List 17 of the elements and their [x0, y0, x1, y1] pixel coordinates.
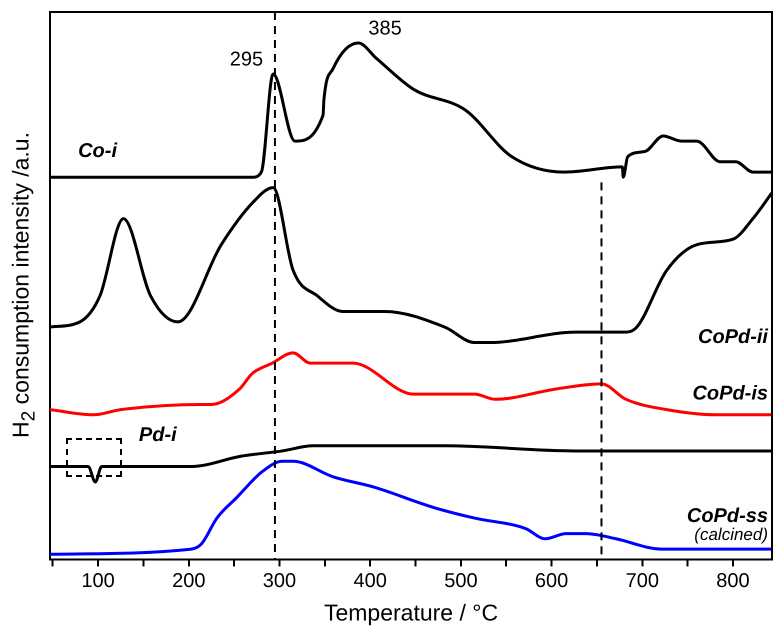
annotation: 385 — [368, 18, 402, 40]
series-label: CoPd-is — [692, 382, 768, 405]
text: CoPd-ii — [698, 326, 768, 348]
x-tick-label: 300 — [262, 570, 296, 592]
x-tick-label: 400 — [353, 570, 387, 592]
x-axis-title: Temperature / °C — [324, 600, 498, 626]
x-tick-label: 500 — [444, 570, 478, 592]
annotation: 295 — [230, 48, 264, 70]
series-label: Co-i — [78, 140, 118, 162]
series-label: CoPd-ss — [686, 505, 768, 528]
x-tick-label: 700 — [626, 570, 659, 592]
x-tick-label: 600 — [534, 570, 568, 592]
series-label: Pd-i — [138, 424, 178, 446]
annotation: (calcined) — [694, 524, 768, 544]
x-tick-label: 800 — [716, 570, 750, 592]
x-tick-label: 200 — [172, 570, 206, 592]
x-tick-label: 100 — [81, 570, 115, 592]
